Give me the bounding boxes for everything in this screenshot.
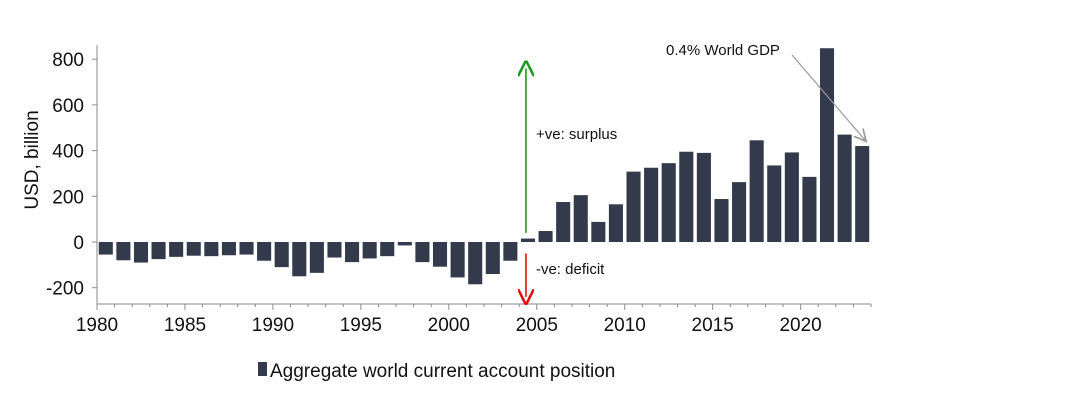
bar [485,242,500,274]
bar [784,152,799,242]
x-tick-label: 2005 [516,315,558,336]
bar [802,176,817,242]
x-tick-label: 1995 [340,315,382,336]
y-tick-label: -200 [46,279,84,300]
bar [327,242,342,258]
bar [204,242,219,257]
bar [186,242,201,256]
bar [169,242,184,257]
legend-swatch [258,362,267,376]
bar-series [98,48,870,285]
bar [520,238,536,242]
bar [292,242,307,277]
bar [415,242,430,263]
surplus-annotation: +ve: surplus [536,126,617,143]
bar [116,242,131,261]
gdp-callout-arrow [791,54,866,141]
bar [819,48,835,243]
bar [309,242,324,273]
bar [397,242,412,246]
bar [714,199,729,242]
bar [450,242,465,278]
x-tick-label: 2000 [428,315,470,336]
bar [151,242,166,260]
bar [837,134,852,242]
bar [380,242,395,257]
y-tick-label: 400 [52,142,84,163]
x-tick-label: 2020 [779,315,821,336]
bar [661,163,676,242]
bar [274,242,289,268]
bar [855,146,870,242]
y-tick-label: 800 [52,50,84,71]
y-axis: -200 0 200 400 600 800 [46,45,98,304]
bar [345,242,360,263]
bar [503,242,518,261]
y-tick-label: 200 [52,187,84,208]
legend-label: Aggregate world current account position [270,361,615,382]
x-tick-label: 2015 [692,315,734,336]
bar [732,182,747,242]
bar [221,242,236,256]
bar [98,242,113,255]
bar [362,242,377,259]
bar [538,231,553,242]
x-tick-label: 2010 [604,315,646,336]
bar [608,204,623,242]
deficit-annotation: -ve: deficit [536,261,605,278]
bar [626,171,641,242]
bar [679,151,694,242]
y-axis-label: USD, billion [22,110,43,209]
x-tick-label: 1990 [252,315,294,336]
bar [468,242,483,285]
x-axis: 1980 1985 1990 1995 2000 2005 2010 2015 2020 [76,303,872,336]
bar [767,165,782,242]
bar [257,242,272,261]
bar [749,140,764,242]
bar [573,195,588,242]
x-tick-label: 1980 [76,315,118,336]
bar [133,242,149,263]
bar [239,242,254,255]
bar [644,167,659,242]
gdp-annotation: 0.4% World GDP [666,42,780,59]
y-tick-label: 600 [52,96,84,117]
bar [432,242,448,267]
x-tick-label: 1985 [164,315,206,336]
bar [591,221,606,242]
bar [696,152,711,242]
y-tick-label: 0 [73,233,84,254]
bar [556,202,571,242]
